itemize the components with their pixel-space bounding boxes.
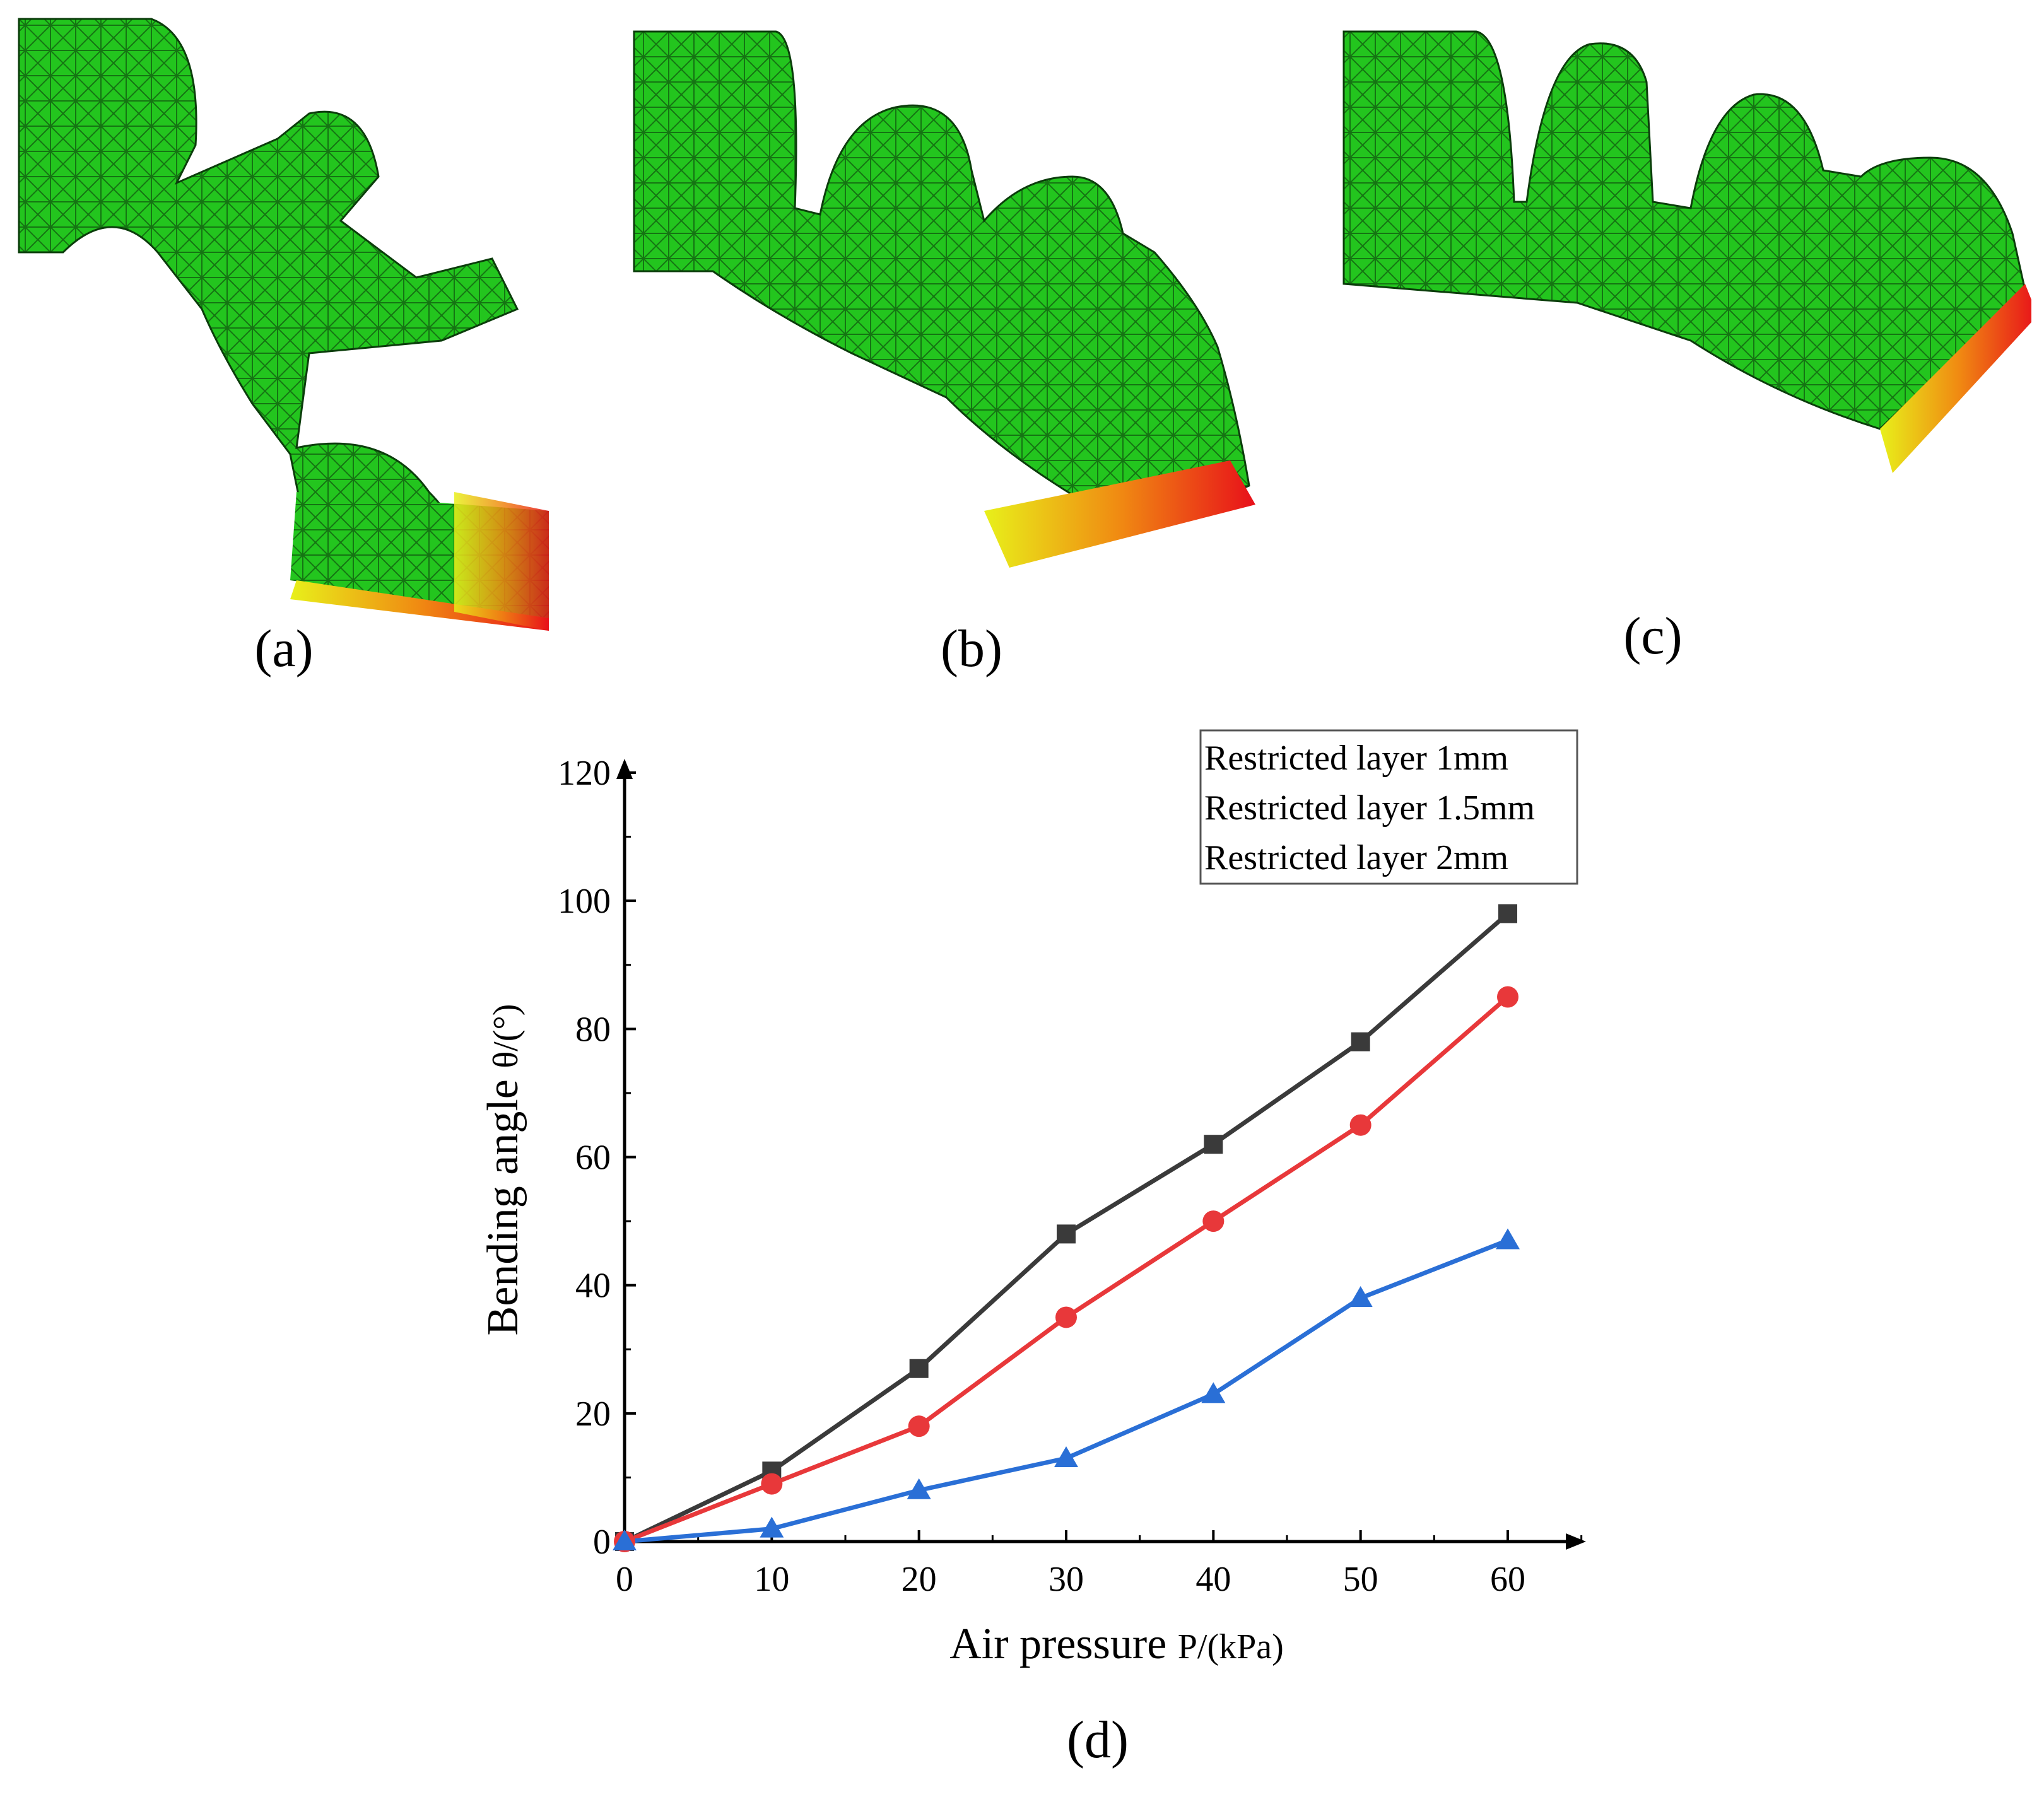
data-point-circle — [1497, 986, 1518, 1008]
data-point-square — [909, 1359, 929, 1378]
fem-image-b — [633, 30, 1255, 568]
panel-label-b: (b) — [941, 619, 1002, 678]
x-tick-label: 10 — [754, 1560, 789, 1599]
y-axis-label: Bending angle θ/(°) — [479, 1004, 527, 1336]
data-point-triangle — [1054, 1446, 1078, 1467]
data-point-triangle — [1201, 1382, 1226, 1403]
fem-panel-c — [1337, 19, 2031, 486]
data-point-triangle — [613, 1530, 637, 1550]
chart-legend: Restricted layer 1mm Restricted layer 1.5… — [1199, 729, 1578, 885]
data-point-triangle — [1496, 1228, 1520, 1250]
legend-box — [1199, 729, 1578, 885]
data-point-circle — [908, 1415, 930, 1437]
x-axis-label: Air pressure P/(kPa) — [949, 1620, 1284, 1668]
data-point-square — [1498, 904, 1517, 923]
panel-label-c: (c) — [1623, 607, 1683, 665]
data-point-circle — [1055, 1306, 1077, 1328]
x-tick-label: 0 — [616, 1560, 633, 1599]
data-point-triangle — [907, 1478, 931, 1499]
data-point-triangle — [760, 1516, 784, 1538]
fem-panel-b — [631, 19, 1287, 587]
chart-ticks: 0 10 20 30 40 50 60 0 20 40 60 80 100 120 — [558, 754, 1583, 1599]
data-point-square — [1351, 1032, 1370, 1051]
y-tick-label: 80 — [575, 1010, 611, 1049]
data-point-triangle — [1348, 1285, 1373, 1307]
x-tick-label: 30 — [1048, 1560, 1084, 1599]
y-tick-label: 40 — [575, 1267, 611, 1306]
fem-panel-a — [13, 13, 580, 631]
x-tick-label: 60 — [1490, 1560, 1525, 1599]
panel-label-d: (d) — [1067, 1711, 1129, 1769]
legend-entry-3: Restricted layer 2mm — [1204, 838, 1508, 877]
x-tick-label: 50 — [1343, 1560, 1378, 1599]
series-line-3 — [624, 1238, 1509, 1544]
y-tick-label: 20 — [575, 1395, 611, 1434]
y-tick-label: 0 — [593, 1523, 611, 1562]
legend-entry-2: Restricted layer 1.5mm — [1204, 788, 1535, 828]
x-tick-label: 40 — [1195, 1560, 1231, 1599]
x-axis-arrow — [1566, 1533, 1586, 1550]
y-axis-arrow — [616, 759, 633, 779]
legend-entry-1: Restricted layer 1mm — [1204, 739, 1508, 778]
y-tick-label: 100 — [558, 882, 611, 921]
fem-image-a — [18, 18, 549, 631]
data-point-circle — [761, 1473, 783, 1495]
chart-markers — [613, 904, 1520, 1552]
y-tick-label: 60 — [575, 1138, 611, 1178]
x-tick-label: 20 — [902, 1560, 937, 1599]
data-point-circle — [1202, 1210, 1225, 1232]
data-point-square — [1204, 1135, 1223, 1154]
y-tick-label: 120 — [558, 754, 611, 793]
panel-label-a: (a) — [254, 619, 314, 678]
fem-image-c — [1342, 30, 2031, 473]
data-point-circle — [1349, 1114, 1371, 1136]
data-point-square — [1057, 1224, 1076, 1244]
